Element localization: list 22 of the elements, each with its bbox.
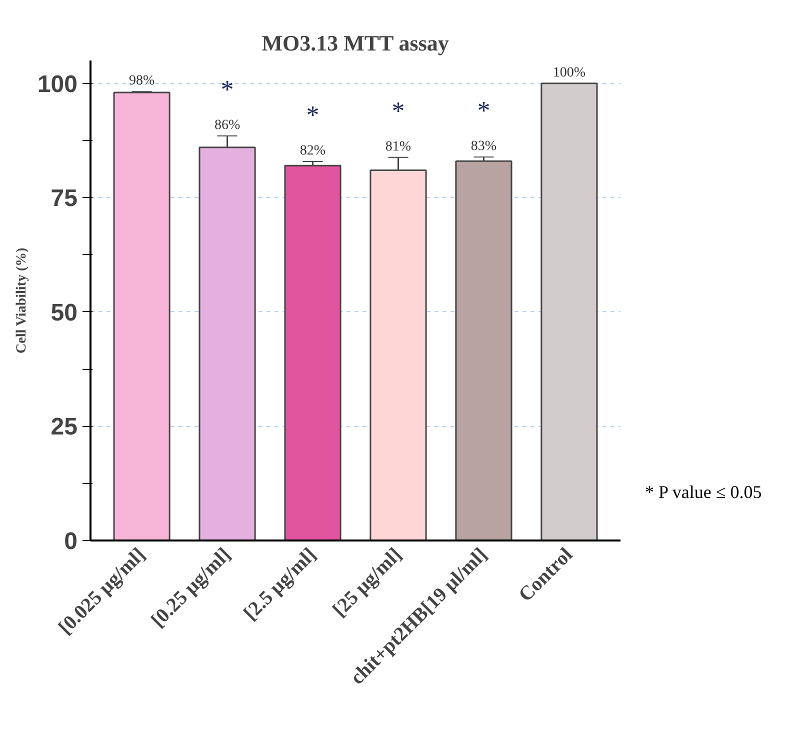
bar: [455, 160, 512, 540]
y-axis-title: Cell Viability (%): [14, 247, 30, 354]
y-tick-label: 50: [50, 299, 78, 326]
data-label: 83%: [470, 138, 497, 154]
y-tick-label: 100: [37, 70, 78, 98]
data-label: 81%: [385, 139, 412, 154]
data-label: 98%: [128, 74, 155, 89]
annotation: *: [220, 74, 234, 104]
data-label: 86%: [214, 118, 240, 133]
y-tick-label: 0: [64, 528, 78, 555]
bar: [113, 92, 170, 540]
annotation: *: [306, 100, 320, 130]
bar: [284, 164, 342, 540]
data-label: 82%: [300, 144, 326, 159]
y-tick-label: 25: [50, 414, 78, 441]
annotation: *: [392, 96, 405, 126]
text: * P value ≤ 0.05: [645, 481, 762, 504]
y-tick-label: 75: [50, 185, 78, 212]
data-label: 100%: [552, 65, 586, 80]
bar: [540, 82, 598, 540]
chart-title: MO3.13 MTT assay: [262, 30, 449, 56]
annotation: *: [477, 96, 490, 125]
